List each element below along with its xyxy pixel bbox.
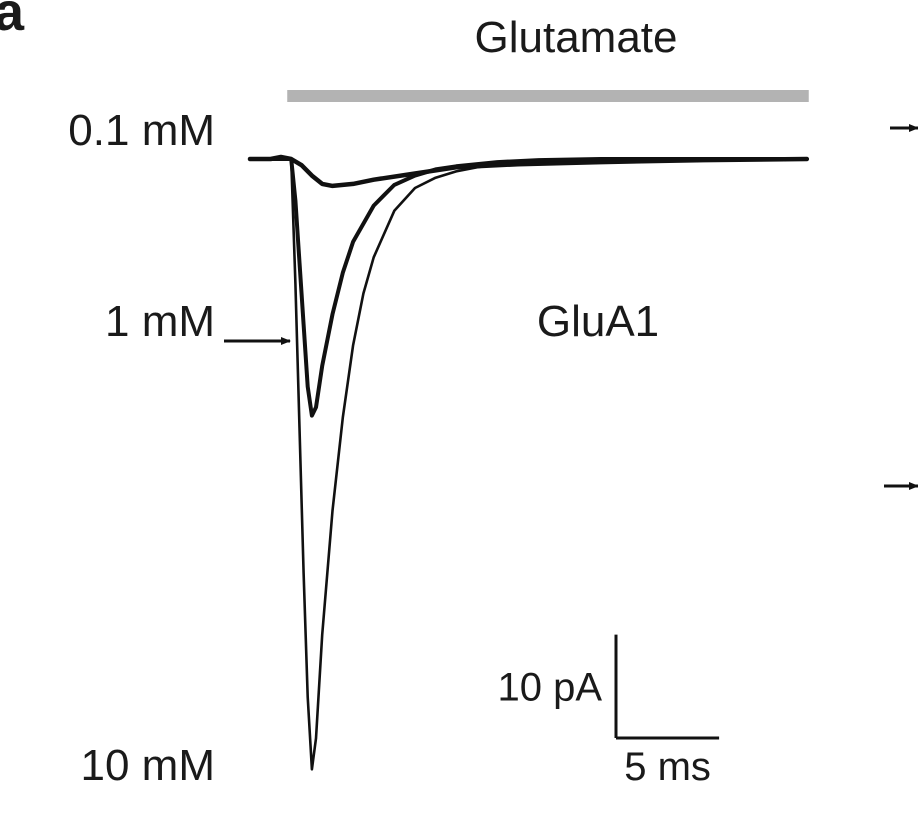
trace-label-10-mm: 10 mM	[81, 741, 215, 790]
stimulus-label: Glutamate	[475, 13, 678, 62]
trace-10-mm	[248, 157, 809, 771]
trace-label-1-mm: 1 mM	[105, 297, 215, 346]
receptor-label: GluA1	[537, 297, 659, 346]
scale-bar	[614, 634, 720, 740]
panel-label: a	[0, 0, 25, 42]
scale-bar-y-label: 10 pA	[497, 665, 602, 709]
trace-1-mm	[248, 157, 809, 418]
traces	[247, 154, 810, 771]
trace-label-0-1-mm: 0.1 mM	[68, 106, 215, 155]
scale-bar-x-label: 5 ms	[624, 745, 711, 789]
